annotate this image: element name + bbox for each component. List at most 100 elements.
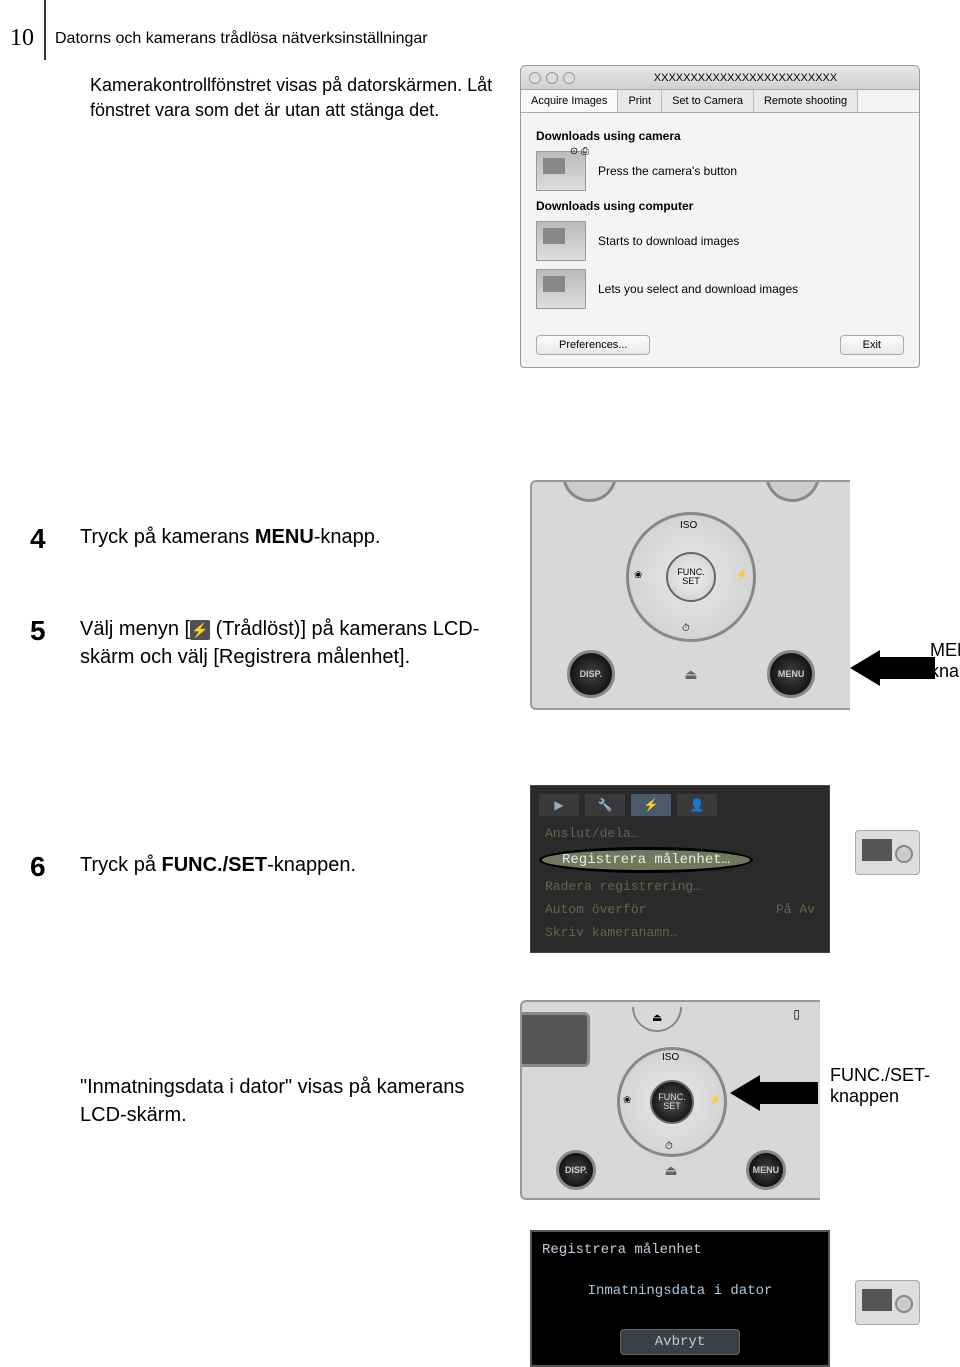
func-set-button: FUNC. SET: [650, 1080, 694, 1124]
step-text: Tryck på FUNC./SET-knappen.: [80, 851, 356, 879]
lcd-line: Radera registrering…: [539, 875, 821, 898]
thumb-icon: [536, 221, 586, 261]
bottom-row: DISP. ⏏ MENU: [522, 1150, 820, 1190]
text: -knapp.: [314, 526, 381, 548]
lcd-line: Autom överför På Av: [539, 898, 821, 921]
funcset-callout: FUNC./SET-knappen: [830, 1065, 940, 1107]
arrow-icon: [730, 1075, 760, 1111]
page-header: 10 Datorns och kamerans trådlösa nätverk…: [30, 30, 920, 48]
flash-icon: ⚡: [736, 570, 748, 581]
mini-camera-icon: [855, 830, 920, 875]
tab-remote: Remote shooting: [754, 90, 858, 112]
bold: FUNC./SET: [162, 854, 268, 876]
menu-callout: MENU-knappen: [930, 640, 960, 682]
print-share-icon: ⏏: [652, 1011, 662, 1024]
row-press-button: ⊙ ⎙ Press the camera's button: [536, 151, 904, 191]
section-downloads-camera: Downloads using camera: [536, 129, 904, 143]
disp-button: DISP.: [567, 650, 615, 698]
camera-back-panel: FUNC. SET ISO ⚡ ❀ ⏱ DISP. ⏏ MENU: [530, 480, 850, 710]
iso-label: ISO: [662, 1052, 679, 1063]
header-divider: [44, 0, 46, 60]
menu-button: MENU: [746, 1150, 786, 1190]
text: Välj menyn [: [80, 618, 190, 640]
step-number: 6: [30, 851, 80, 883]
screen-corner: [520, 1012, 590, 1067]
minimize-icon: [546, 72, 558, 84]
window-titlebar: XXXXXXXXXXXXXXXXXXXXXXXXX: [521, 66, 919, 90]
lcd-title: Registrera målenhet: [542, 1242, 818, 1258]
lcd-line: Anslut/dela…: [539, 822, 821, 845]
lcd-tab-wireless: ⚡: [631, 794, 671, 816]
final-figure: Registrera målenhet Inmatningsdata i dat…: [530, 1230, 830, 1367]
step-number: 5: [30, 615, 80, 647]
window-footer: Preferences... Exit: [521, 327, 919, 367]
selection-oval: Registrera målenhet…: [539, 847, 753, 873]
tab-set: Set to Camera: [662, 90, 754, 112]
exit-button: Exit: [840, 335, 904, 355]
menu-button: MENU: [767, 650, 815, 698]
thumb-icon: ⊙ ⎙: [536, 151, 586, 191]
set-label: SET: [663, 1102, 681, 1111]
disp-button: DISP.: [556, 1150, 596, 1190]
dpad: FUNC. SET ISO ❀ ⚡ ⏱: [617, 1047, 727, 1157]
row-label: Starts to download images: [598, 234, 739, 248]
label: Autom överför: [545, 902, 646, 917]
lcd-tab-person: 👤: [677, 794, 717, 816]
row-label: Press the camera's button: [598, 164, 737, 178]
lcd-tabbar: ▶ 🔧 ⚡ 👤: [539, 794, 821, 816]
macro-icon: ❀: [623, 1095, 631, 1106]
func-set-button: FUNC. SET: [666, 552, 716, 602]
row-starts-download: Starts to download images: [536, 221, 904, 261]
tab-acquire: Acquire Images: [521, 90, 618, 112]
print-icon: ⏏: [684, 666, 697, 683]
top-button-right: [765, 480, 820, 502]
indicator-icon: ▯: [793, 1007, 800, 1021]
mini-camera-icon: [855, 1280, 920, 1325]
top-button-left: [562, 480, 617, 502]
preferences-button: Preferences...: [536, 335, 650, 355]
dpad: FUNC. SET ISO ⚡ ❀ ⏱: [626, 512, 756, 642]
bottom-buttons: DISP. ⏏ MENU: [532, 650, 850, 698]
set-label: SET: [682, 577, 700, 586]
text: -knappen.: [267, 854, 356, 876]
text: Tryck på kamerans: [80, 526, 255, 548]
arrow-stem: [758, 1082, 818, 1104]
arrow-stem: [875, 657, 935, 679]
thumb-icon: [536, 269, 586, 309]
intro-paragraph: Kamerakontrollfönstret visas på datorskä…: [90, 73, 510, 123]
window-body: Downloads using camera ⊙ ⎙ Press the cam…: [521, 113, 919, 327]
lcd-menu-screen: ▶ 🔧 ⚡ 👤 Anslut/dela… Registrera målenhet…: [530, 785, 830, 953]
row-select-download: Lets you select and download images: [536, 269, 904, 309]
print-icon: ⏏: [664, 1162, 677, 1179]
highlight-text: Registrera målenhet…: [562, 852, 730, 868]
lcd-tab-play: ▶: [539, 794, 579, 816]
timer-icon: ⏱: [682, 623, 690, 634]
top-button: ⏏: [632, 1007, 682, 1032]
step5-figure: ▶ 🔧 ⚡ 👤 Anslut/dela… Registrera målenhet…: [530, 785, 830, 953]
close-icon: [529, 72, 541, 84]
step-text: Välj menyn [⚡ (Trådlöst)] på kamerans LC…: [80, 615, 510, 671]
macro-icon: ❀: [634, 570, 642, 581]
lcd-line: Skriv kameranamn…: [539, 921, 821, 944]
bold: MENU: [255, 526, 314, 548]
flash-icon: ⚡: [709, 1095, 721, 1106]
header-title: Datorns och kamerans trådlösa nätverksin…: [55, 30, 428, 47]
step-text: Tryck på kamerans MENU-knapp.: [80, 523, 380, 551]
step6-figure: ⏏ ▯ FUNC. SET ISO ❀ ⚡ ⏱ DISP. ⏏ MENU FUN…: [520, 1000, 920, 1200]
step-number: 4: [30, 523, 80, 555]
tab-print: Print: [618, 90, 662, 112]
section-downloads-computer: Downloads using computer: [536, 199, 904, 213]
text: Tryck på: [80, 854, 162, 876]
lcd-register-screen: Registrera målenhet Inmatningsdata i dat…: [530, 1230, 830, 1367]
row-label: Lets you select and download images: [598, 282, 798, 296]
window-title: XXXXXXXXXXXXXXXXXXXXXXXXX: [580, 72, 911, 84]
lcd-body: Inmatningsdata i dator: [542, 1283, 818, 1299]
step4-figure: FUNC. SET ISO ⚡ ❀ ⏱ DISP. ⏏ MENU MENU-kn…: [530, 480, 950, 710]
value: På Av: [776, 902, 815, 917]
lcd-highlighted-row: Registrera målenhet…: [539, 847, 821, 873]
final-text: "Inmatningsdata i dator" visas på kamera…: [80, 1073, 500, 1129]
zoom-icon: [563, 72, 575, 84]
window-tabs: Acquire Images Print Set to Camera Remot…: [521, 90, 919, 113]
wireless-icon: ⚡: [190, 620, 210, 640]
lcd-tab-tools: 🔧: [585, 794, 625, 816]
